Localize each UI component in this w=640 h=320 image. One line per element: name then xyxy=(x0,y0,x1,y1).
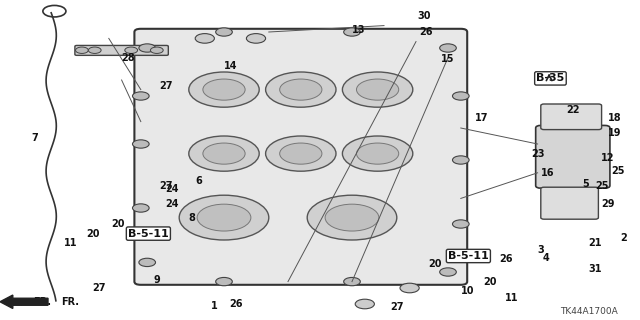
Circle shape xyxy=(189,72,259,107)
Text: 6: 6 xyxy=(195,176,202,186)
FancyBboxPatch shape xyxy=(134,29,467,285)
Text: 14: 14 xyxy=(223,60,237,71)
Text: 2: 2 xyxy=(621,233,627,244)
Text: 20: 20 xyxy=(111,219,125,229)
Text: 11: 11 xyxy=(63,238,77,248)
Circle shape xyxy=(139,44,156,52)
Text: 4: 4 xyxy=(543,252,549,263)
Text: 3: 3 xyxy=(538,244,544,255)
Text: TK44A1700A: TK44A1700A xyxy=(560,308,618,316)
Circle shape xyxy=(280,79,322,100)
Circle shape xyxy=(197,204,251,231)
Text: 27: 27 xyxy=(390,302,404,312)
Text: 27: 27 xyxy=(159,180,173,191)
Circle shape xyxy=(132,140,149,148)
Text: 5: 5 xyxy=(582,179,589,189)
Text: 22: 22 xyxy=(566,105,580,116)
Text: 20: 20 xyxy=(483,276,497,287)
Circle shape xyxy=(189,136,259,171)
Text: 18: 18 xyxy=(607,113,621,124)
Circle shape xyxy=(342,72,413,107)
Circle shape xyxy=(452,92,469,100)
Text: 31: 31 xyxy=(588,264,602,274)
Circle shape xyxy=(203,143,245,164)
Circle shape xyxy=(342,136,413,171)
Text: 25: 25 xyxy=(595,180,609,191)
FancyBboxPatch shape xyxy=(541,104,602,130)
Text: 9: 9 xyxy=(154,275,160,285)
Text: 17: 17 xyxy=(474,113,488,124)
Text: 20: 20 xyxy=(86,228,100,239)
Text: 16: 16 xyxy=(540,168,554,178)
Text: FR.: FR. xyxy=(61,297,79,308)
Circle shape xyxy=(132,204,149,212)
Circle shape xyxy=(307,195,397,240)
Circle shape xyxy=(266,72,336,107)
Circle shape xyxy=(195,34,214,43)
Text: FR.: FR. xyxy=(6,297,51,308)
Text: 27: 27 xyxy=(159,81,173,91)
Text: 13: 13 xyxy=(351,25,365,36)
Circle shape xyxy=(132,92,149,100)
Text: 15: 15 xyxy=(441,54,455,64)
Text: 27: 27 xyxy=(92,283,106,293)
Text: 23: 23 xyxy=(531,148,545,159)
Circle shape xyxy=(88,47,101,53)
Text: 10: 10 xyxy=(460,286,474,296)
Circle shape xyxy=(179,195,269,240)
Text: 26: 26 xyxy=(499,254,513,264)
Text: 26: 26 xyxy=(419,27,433,37)
Text: 7: 7 xyxy=(32,132,38,143)
Circle shape xyxy=(440,268,456,276)
Circle shape xyxy=(356,79,399,100)
FancyBboxPatch shape xyxy=(75,45,168,55)
FancyArrow shape xyxy=(0,295,48,308)
Text: B-35: B-35 xyxy=(536,73,564,84)
Circle shape xyxy=(216,28,232,36)
Circle shape xyxy=(440,44,456,52)
Text: 1: 1 xyxy=(211,300,218,311)
Text: 12: 12 xyxy=(601,153,615,164)
Circle shape xyxy=(355,299,374,309)
Text: 19: 19 xyxy=(607,128,621,138)
Text: 30: 30 xyxy=(417,11,431,21)
Text: 24: 24 xyxy=(164,199,179,209)
Circle shape xyxy=(139,258,156,267)
Circle shape xyxy=(266,136,336,171)
Circle shape xyxy=(356,143,399,164)
Text: 11: 11 xyxy=(505,292,519,303)
Circle shape xyxy=(125,47,138,53)
Text: 20: 20 xyxy=(428,259,442,269)
Circle shape xyxy=(216,277,232,286)
Circle shape xyxy=(280,143,322,164)
Circle shape xyxy=(344,28,360,36)
Circle shape xyxy=(400,283,419,293)
Circle shape xyxy=(452,220,469,228)
Circle shape xyxy=(150,47,163,53)
Text: 28: 28 xyxy=(121,52,135,63)
Text: 29: 29 xyxy=(601,199,615,209)
FancyBboxPatch shape xyxy=(541,187,598,219)
FancyBboxPatch shape xyxy=(536,125,610,188)
Circle shape xyxy=(203,79,245,100)
Text: 21: 21 xyxy=(588,238,602,248)
Text: B-5-11: B-5-11 xyxy=(448,251,489,261)
Circle shape xyxy=(246,34,266,43)
Circle shape xyxy=(344,277,360,286)
Text: 8: 8 xyxy=(189,212,195,223)
Circle shape xyxy=(76,47,88,53)
Text: 26: 26 xyxy=(228,299,243,309)
Text: B-5-11: B-5-11 xyxy=(128,228,169,239)
Circle shape xyxy=(452,156,469,164)
Circle shape xyxy=(325,204,379,231)
Text: 24: 24 xyxy=(164,184,179,194)
Text: 25: 25 xyxy=(611,166,625,176)
